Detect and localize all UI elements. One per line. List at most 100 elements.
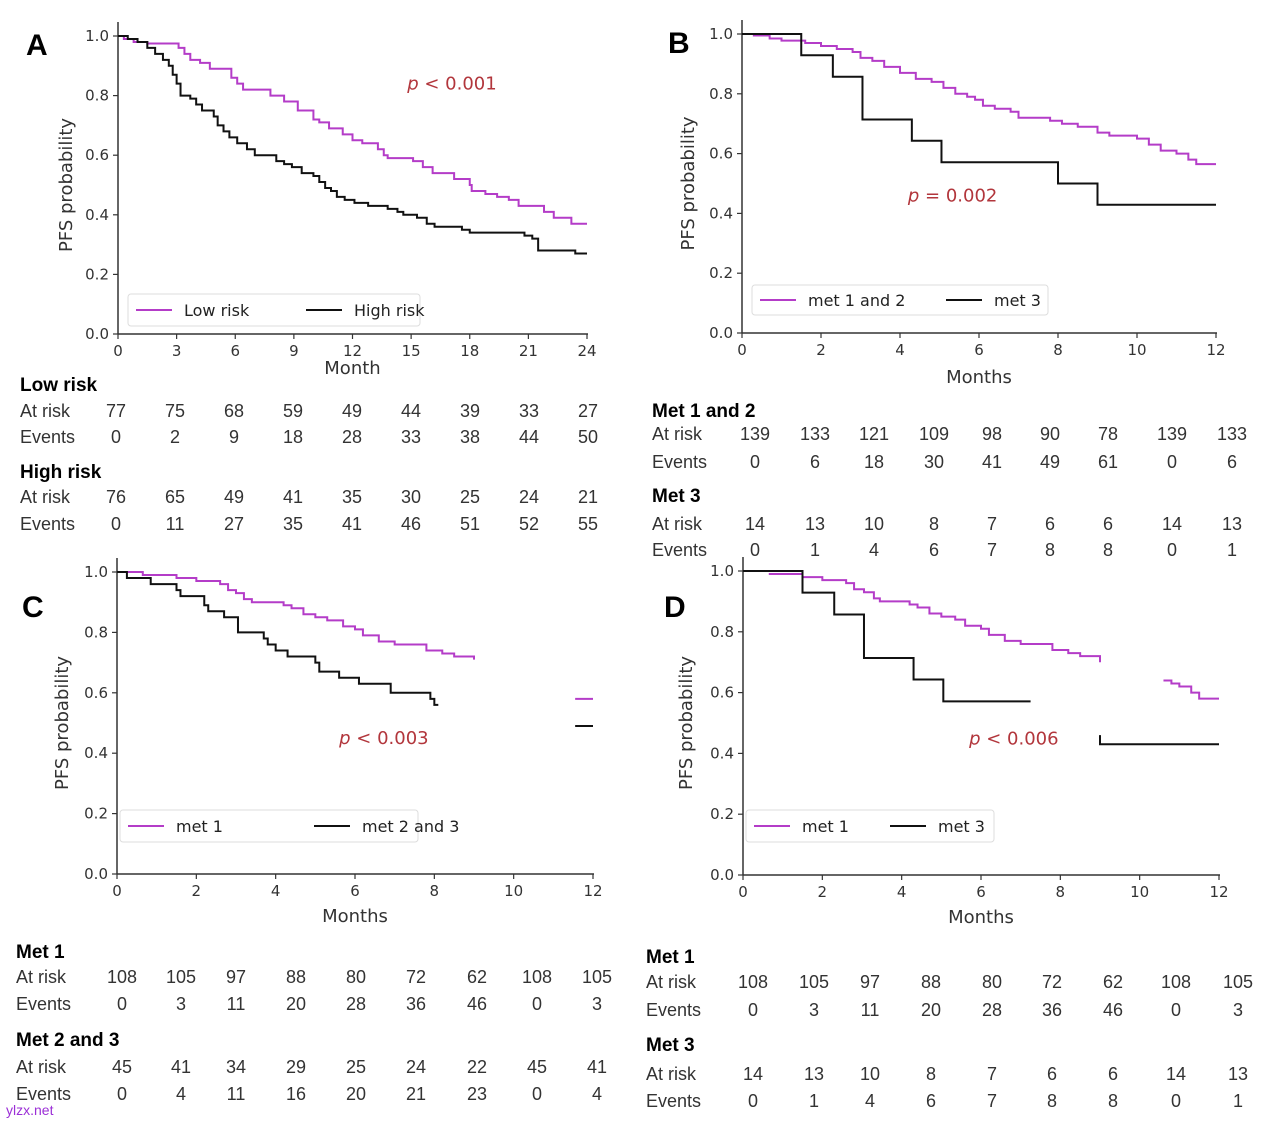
- risk-table-cell-events: 18: [283, 427, 303, 447]
- risk-table-cell-at-risk: 59: [283, 401, 303, 421]
- p-value-annotation: p < 0.001: [406, 74, 497, 95]
- x-tick-label: 0: [112, 882, 122, 900]
- y-tick-label: 0.4: [85, 206, 109, 224]
- risk-table-cell-events: 6: [810, 452, 820, 472]
- risk-table-cell-events: 7: [987, 540, 997, 560]
- risk-table-cell-at-risk: 10: [864, 514, 884, 534]
- legend-box: [745, 809, 995, 843]
- risk-table-cell-at-risk: 105: [582, 967, 612, 987]
- x-tick-label: 6: [350, 882, 360, 900]
- risk-table-cell-events: 8: [1103, 540, 1113, 560]
- risk-table-row-label: Events: [646, 1091, 701, 1111]
- risk-table-group-title: Met 1: [646, 947, 695, 968]
- x-axis-label: Month: [324, 358, 380, 379]
- risk-table-cell-at-risk: 78: [1098, 424, 1118, 444]
- risk-table-cell-events: 1: [1227, 540, 1237, 560]
- risk-table-cell-at-risk: 41: [587, 1057, 607, 1077]
- risk-table-cell-at-risk: 6: [1103, 514, 1113, 534]
- risk-table-cell-events: 41: [982, 452, 1002, 472]
- y-axis-label: PFS probability: [52, 656, 73, 790]
- x-tick-label: 4: [897, 883, 907, 901]
- risk-table-cell-events: 3: [176, 994, 186, 1014]
- risk-table-row-label: At risk: [646, 1064, 697, 1084]
- p-symbol: p: [338, 728, 350, 749]
- risk-table-cell-at-risk: 13: [804, 1064, 824, 1084]
- risk-table-cell-events: 44: [519, 427, 539, 447]
- x-tick-label: 4: [271, 882, 281, 900]
- risk-table-cell-events: 3: [592, 994, 602, 1014]
- risk-table-cell-at-risk: 10: [860, 1064, 880, 1084]
- p-symbol: p: [406, 74, 418, 95]
- risk-table-row-label: At risk: [20, 487, 71, 507]
- risk-table-cell-at-risk: 6: [1045, 514, 1055, 534]
- panel-letter: C: [22, 591, 44, 624]
- risk-table-row-label: Events: [16, 994, 71, 1014]
- risk-table-cell-events: 20: [921, 1000, 941, 1020]
- risk-table-cell-at-risk: 14: [1166, 1064, 1186, 1084]
- risk-table-cell-events: 51: [460, 514, 480, 534]
- risk-table-cell-events: 20: [346, 1084, 366, 1104]
- y-axis-label: PFS probability: [676, 656, 697, 790]
- risk-table-cell-at-risk: 108: [1161, 972, 1191, 992]
- risk-table-group-title: Met 3: [652, 486, 701, 507]
- km-curve-met-1: [117, 571, 475, 660]
- risk-table-cell-events: 52: [519, 514, 539, 534]
- risk-table: Low risk At risk Events 77 75 68 59 49 44 39 33 27 0…: [20, 375, 598, 534]
- risk-table-group-title: Met 2 and 3: [16, 1030, 119, 1051]
- risk-table-cell-events: 8: [1047, 1091, 1057, 1111]
- risk-table-cell-at-risk: 6: [1108, 1064, 1118, 1084]
- risk-table-cell-at-risk: 133: [1217, 424, 1247, 444]
- risk-table-row-label: Events: [20, 514, 75, 534]
- risk-table-cell-at-risk: 97: [226, 967, 246, 987]
- risk-table-cell-events: 55: [578, 514, 598, 534]
- x-tick-label: 6: [976, 883, 986, 901]
- panel-a: A 0.0 0.2 0.4 0.6 0.8 1.0 0 3 6 9 12 15 18 21 24 PFS pro…: [20, 22, 598, 534]
- risk-table-group-title: High risk: [20, 462, 102, 483]
- risk-table-cell-events: 0: [532, 1084, 542, 1104]
- risk-table-cell-at-risk: 90: [1040, 424, 1060, 444]
- x-tick-label: 12: [1209, 883, 1228, 901]
- y-tick-label: 0.6: [84, 684, 108, 702]
- y-tick-label: 0.4: [84, 744, 108, 762]
- y-tick-label: 0.6: [85, 146, 109, 164]
- risk-table-cell-events: 4: [592, 1084, 602, 1104]
- risk-table-cell-events: 36: [406, 994, 426, 1014]
- legend: met 1 met 2 and 3: [119, 809, 459, 843]
- x-tick-label: 10: [1130, 883, 1149, 901]
- risk-table-cell-at-risk: 24: [519, 487, 539, 507]
- risk-table-cell-at-risk: 77: [106, 401, 126, 421]
- y-tick-label: 0.8: [710, 623, 734, 641]
- risk-table-cell-at-risk: 13: [1228, 1064, 1248, 1084]
- risk-table-cell-events: 61: [1098, 452, 1118, 472]
- x-tick-label: 8: [430, 882, 440, 900]
- risk-table-cell-at-risk: 30: [401, 487, 421, 507]
- risk-table-cell-events: 28: [342, 427, 362, 447]
- legend-label: met 1 and 2: [808, 291, 905, 310]
- risk-table-cell-events: 11: [227, 994, 246, 1014]
- y-tick-label: 0.0: [709, 324, 733, 342]
- y-tick-label: 0.2: [710, 805, 734, 823]
- risk-table-cell-at-risk: 25: [460, 487, 480, 507]
- legend: met 1 met 3: [745, 809, 995, 843]
- x-tick-label: 2: [818, 883, 828, 901]
- legend-label: met 3: [938, 817, 985, 836]
- y-tick-label: 0.8: [85, 87, 109, 105]
- y-axis-label: PFS probability: [678, 116, 699, 250]
- risk-table-cell-events: 0: [748, 1091, 758, 1111]
- risk-table-cell-at-risk: 105: [799, 972, 829, 992]
- x-tick-label: 8: [1053, 341, 1063, 359]
- legend: Low risk High risk: [127, 293, 425, 327]
- km-curve-fragment-met-3: [1099, 735, 1219, 746]
- risk-table-cell-events: 18: [864, 452, 884, 472]
- risk-table-cell-at-risk: 14: [745, 514, 765, 534]
- x-tick-label: 12: [583, 882, 602, 900]
- risk-table-cell-events: 11: [227, 1084, 246, 1104]
- x-tick-label: 15: [402, 342, 421, 360]
- y-tick-label: 0.0: [710, 866, 734, 884]
- km-curve-met-1: [768, 573, 1101, 663]
- y-tick-label: 1.0: [710, 562, 734, 580]
- risk-table-cell-events: 3: [1233, 1000, 1243, 1020]
- panel-letter: B: [668, 27, 690, 60]
